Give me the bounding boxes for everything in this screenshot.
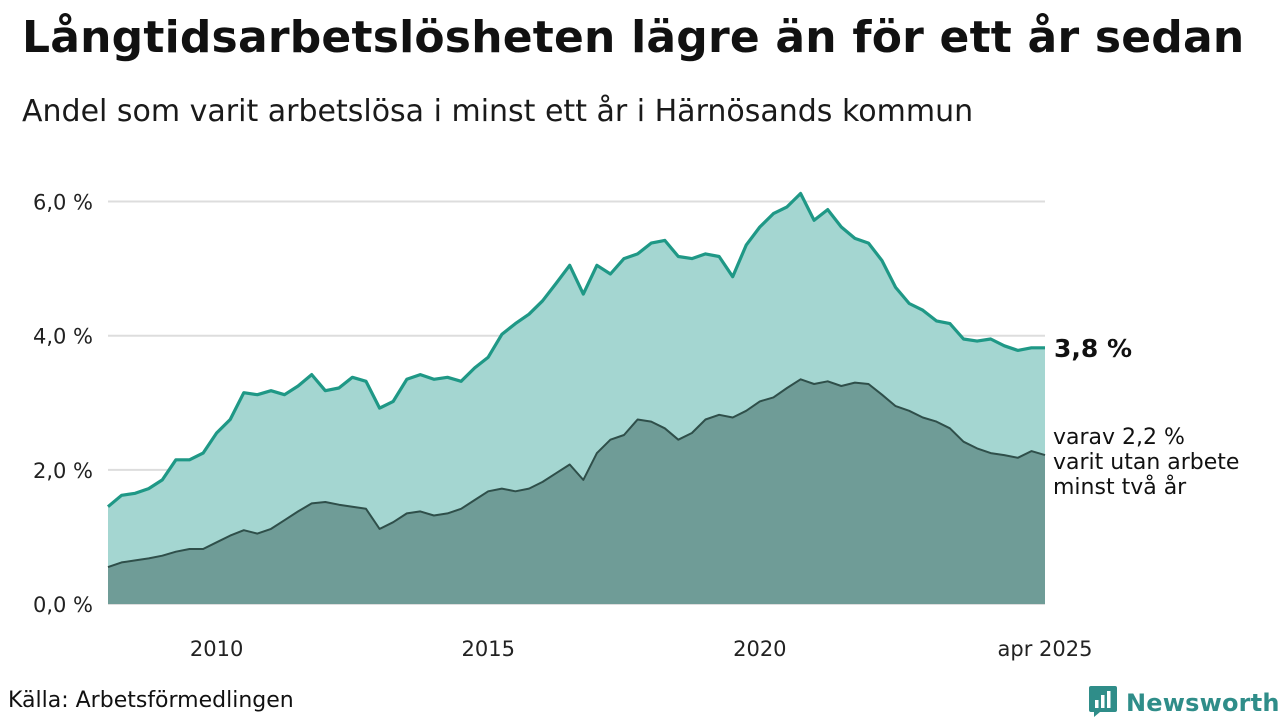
x-tick-label: apr 2025 [998,637,1093,661]
brand-logo: Newsworthy [1088,684,1280,722]
x-tick-label: 2010 [190,637,243,661]
chart-title: Långtidsarbetslösheten lägre än för ett … [22,12,1245,63]
x-tick-label: 2020 [733,637,786,661]
y-tick-label: 4,0 % [33,325,93,349]
y-tick-label: 0,0 % [33,593,93,617]
chart-subtitle: Andel som varit arbetslösa i minst ett å… [22,94,974,129]
x-axis-ticks: 2010 2015 2020 apr 2025 [190,637,1093,661]
x-tick-label: 2015 [462,637,515,661]
y-axis-ticks: 0,0 % 2,0 % 4,0 % 6,0 % [33,191,93,617]
series-2-end-label-line: minst två år [1053,474,1187,500]
brand-name: Newsworthy [1126,689,1280,717]
newsworthy-chart-logo-icon [1088,684,1118,722]
y-tick-label: 2,0 % [33,459,93,483]
series-2-end-label-line: varit utan arbete [1053,450,1239,475]
series-2-area [108,379,1045,604]
series-1-end-label: 3,8 % [1054,334,1132,363]
series-2-line [107,378,1046,569]
chart-areas [108,193,1045,604]
y-tick-label: 6,0 % [33,191,93,215]
series-1-line [106,191,1045,508]
source-note: Källa: Arbetsförmedlingen [8,688,294,713]
series-2-end-label-line: varav 2,2 % [1053,425,1185,450]
area-chart: 0,0 % 2,0 % 4,0 % 6,0 % 2010 2015 2020 apr 202… [33,191,1239,661]
chart-lines [106,191,1046,569]
